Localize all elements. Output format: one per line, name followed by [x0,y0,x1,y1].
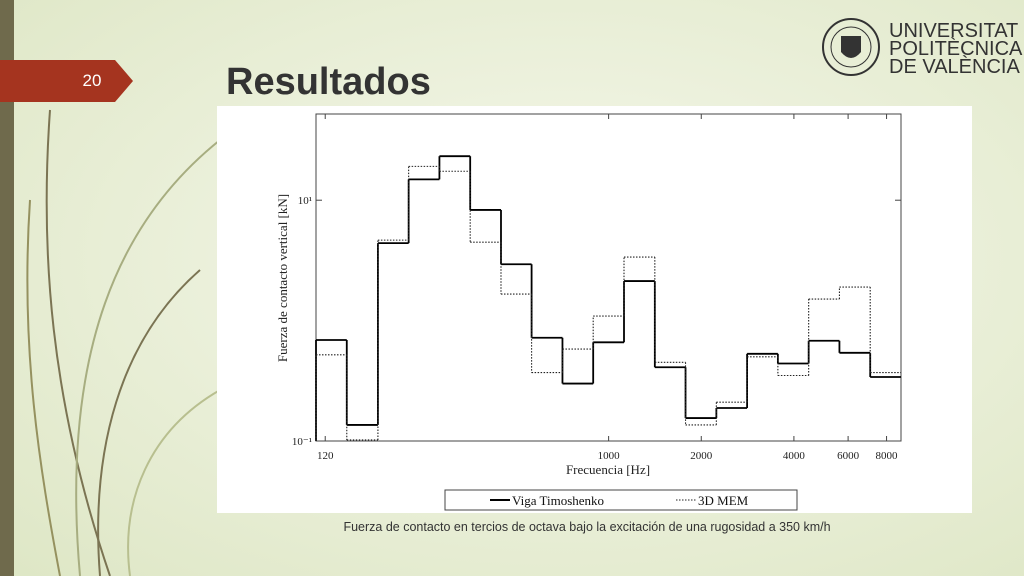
logo-seal-inner [830,26,872,68]
caption: Fuerza de contacto en tercios de octava … [343,520,830,534]
logo: UNIVERSITAT POLITÈCNICA DE VALÈNCIA [822,18,1023,78]
x-tick-label: 4000 [783,450,806,462]
x-tick-label: 8000 [876,450,899,462]
logo-shield [841,36,861,58]
slide-number: 20 [83,71,102,90]
x-tick-label: 120 [317,450,334,462]
legend-label: 3D MEM [698,493,749,508]
legend-label: Viga Timoshenko [512,493,604,508]
x-tick-label: 2000 [690,450,713,462]
x-axis-label: Frecuencia [Hz] [566,462,650,477]
y-tick-label: 10¹ [298,195,312,207]
x-tick-label: 1000 [598,450,621,462]
decoration [26,109,221,576]
y-tick-label: 10⁻¹ [292,436,312,448]
slide-number-tab [0,60,133,102]
logo-line: UNIVERSITAT [889,20,1018,42]
x-tick-label: 6000 [837,450,860,462]
chart-panel [217,106,972,513]
y-axis-label: Fuerza de contacto vertical [kN] [275,194,290,362]
side-stripe [0,0,14,576]
slide-title: Resultados [226,61,431,103]
logo-line: DE VALÈNCIA [889,55,1020,78]
legend [444,489,798,511]
logo-seal [822,18,880,76]
logo-line: POLITÈCNICA [889,37,1023,60]
plot: 120 1000 2000 4000 6000 8000 10⁻¹ 10¹ Viga Timos… [292,114,901,508]
